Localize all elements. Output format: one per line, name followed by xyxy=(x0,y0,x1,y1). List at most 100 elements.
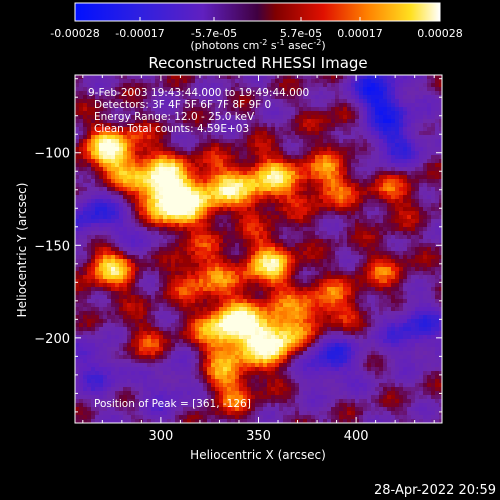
heatmap-cell xyxy=(79,111,83,115)
heatmap-cell xyxy=(395,247,399,251)
heatmap-cell xyxy=(203,183,207,187)
heatmap-cell xyxy=(283,219,287,223)
heatmap-cell xyxy=(335,135,339,139)
heatmap-cell xyxy=(335,175,339,179)
heatmap-cell xyxy=(279,103,283,107)
heatmap-cell xyxy=(303,235,307,239)
heatmap-cell xyxy=(407,163,411,167)
heatmap-cell xyxy=(323,243,327,247)
heatmap-cell xyxy=(259,263,263,267)
heatmap-cell xyxy=(171,255,175,259)
heatmap-cell xyxy=(107,187,111,191)
heatmap-cell xyxy=(427,195,431,199)
heatmap-cell xyxy=(267,243,271,247)
heatmap-cell xyxy=(415,91,419,95)
heatmap-cell xyxy=(399,147,403,151)
heatmap-cell xyxy=(283,187,287,191)
heatmap-cell xyxy=(315,219,319,223)
heatmap-cell xyxy=(331,99,335,103)
heatmap-cell xyxy=(363,163,367,167)
heatmap-cell xyxy=(279,275,283,279)
heatmap-cell xyxy=(403,279,407,283)
heatmap-cell xyxy=(271,223,275,227)
heatmap-cell xyxy=(191,187,195,191)
heatmap-cell xyxy=(159,179,163,183)
heatmap-cell xyxy=(299,199,303,203)
heatmap-cell xyxy=(219,143,223,147)
heatmap-cell xyxy=(275,175,279,179)
heatmap-cell xyxy=(255,103,259,107)
heatmap-cell xyxy=(127,219,131,223)
heatmap-cell xyxy=(235,207,239,211)
heatmap-cell xyxy=(171,147,175,151)
heatmap-cell xyxy=(171,99,175,103)
heatmap-cell xyxy=(175,211,179,215)
heatmap-cell xyxy=(395,131,399,135)
heatmap-cell xyxy=(303,75,307,79)
heatmap-cell xyxy=(231,87,235,91)
heatmap-cell xyxy=(271,95,275,99)
heatmap-cell xyxy=(439,179,442,183)
heatmap-cell xyxy=(223,247,227,251)
heatmap-cell xyxy=(191,151,195,155)
heatmap-cell xyxy=(327,199,331,203)
heatmap-cell xyxy=(223,239,227,243)
heatmap-cell xyxy=(239,235,243,239)
heatmap-cell xyxy=(91,267,95,271)
heatmap-cell xyxy=(367,231,371,235)
heatmap-cell xyxy=(195,183,199,187)
heatmap-cell xyxy=(335,275,339,279)
heatmap-cell xyxy=(83,151,87,155)
heatmap-cell xyxy=(263,123,267,127)
heatmap-cell xyxy=(419,279,423,283)
heatmap-cell xyxy=(123,235,127,239)
heatmap-cell xyxy=(103,103,107,107)
heatmap-cell xyxy=(199,151,203,155)
heatmap-cell xyxy=(163,139,167,143)
heatmap-cell xyxy=(295,95,299,99)
heatmap-cell xyxy=(319,255,323,259)
heatmap-cell xyxy=(155,143,159,147)
heatmap-cell xyxy=(219,191,223,195)
heatmap-cell xyxy=(355,75,359,79)
heatmap-cell xyxy=(195,163,199,167)
heatmap-cell xyxy=(391,263,395,267)
heatmap-cell xyxy=(415,135,419,139)
heatmap-cell xyxy=(411,99,415,103)
heatmap-cell xyxy=(407,199,411,203)
heatmap-cell xyxy=(311,227,315,231)
heatmap-cell xyxy=(371,215,375,219)
heatmap-cell xyxy=(395,99,399,103)
heatmap-cell xyxy=(331,147,335,151)
heatmap-cell xyxy=(83,211,87,215)
heatmap-cell xyxy=(419,215,423,219)
heatmap-cell xyxy=(219,263,223,267)
heatmap-cell xyxy=(171,103,175,107)
heatmap-cell xyxy=(367,87,371,91)
heatmap-cell xyxy=(147,87,151,91)
heatmap-cell xyxy=(179,175,183,179)
heatmap-cell xyxy=(255,211,259,215)
heatmap-cell xyxy=(315,227,319,231)
heatmap-cell xyxy=(243,271,247,275)
heatmap-cell xyxy=(83,235,87,239)
heatmap-cell xyxy=(103,155,107,159)
heatmap-cell xyxy=(155,287,159,291)
heatmap-cell xyxy=(351,159,355,163)
heatmap-cell xyxy=(131,123,135,127)
heatmap-cell xyxy=(123,131,127,135)
heatmap-cell xyxy=(251,75,255,79)
heatmap-cell xyxy=(151,115,155,119)
heatmap-cell xyxy=(387,271,391,275)
heatmap-cell xyxy=(151,267,155,271)
heatmap-cell xyxy=(231,263,235,267)
heatmap-cell xyxy=(343,115,347,119)
heatmap-cell xyxy=(223,255,227,259)
heatmap-cell xyxy=(167,259,171,263)
heatmap-cell xyxy=(175,219,179,223)
heatmap-cell xyxy=(195,231,199,235)
heatmap-cell xyxy=(83,95,87,99)
heatmap-cell xyxy=(211,87,215,91)
heatmap-cell xyxy=(163,279,167,283)
heatmap-cell xyxy=(91,119,95,123)
